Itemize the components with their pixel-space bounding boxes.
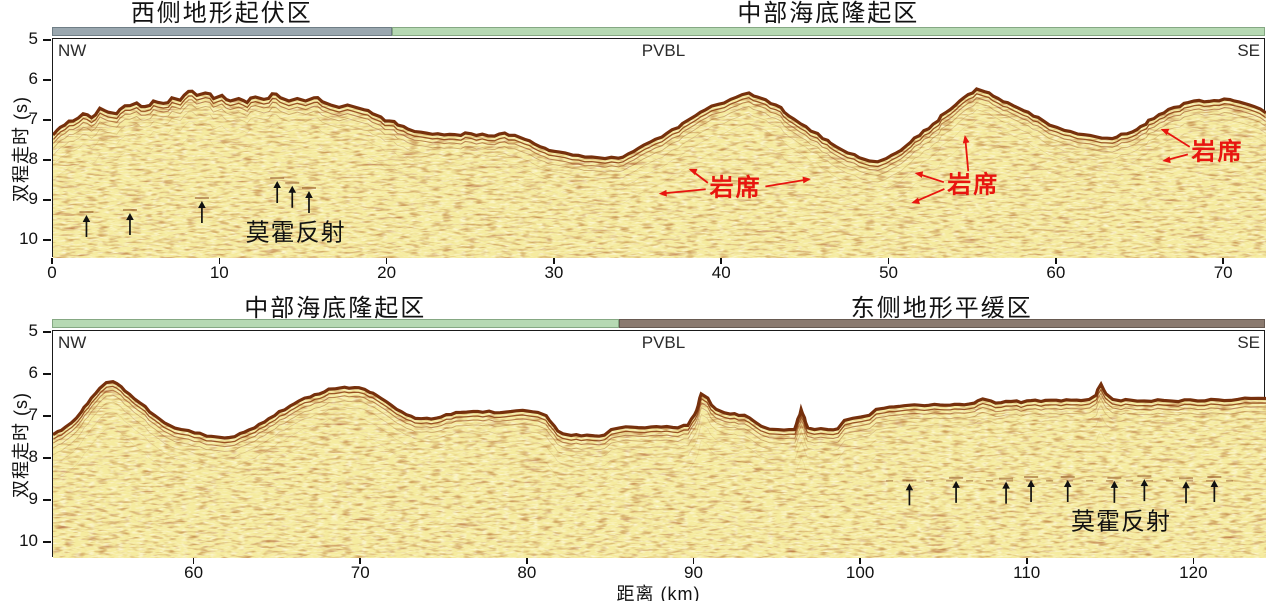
sill-label: 岩席 xyxy=(709,174,762,202)
sill-arrow-icon xyxy=(660,188,706,195)
zone-bar-segment xyxy=(618,319,1265,328)
zone-title-west-relief: 西侧地形起伏区 xyxy=(130,0,313,27)
y-tick-label: 9 xyxy=(28,489,38,508)
x-tick-mark xyxy=(218,258,221,264)
x-tick-label: 0 xyxy=(47,263,57,282)
moho-reflection-label: 莫霍反射 xyxy=(246,220,346,247)
y-tick-mark xyxy=(43,239,51,241)
seismic-image-bottom: 莫霍反射 xyxy=(53,380,1266,558)
x-tick-mark xyxy=(859,558,861,564)
x-axis-title: 距离 (km) xyxy=(616,584,701,601)
y-tick-label: 10 xyxy=(19,531,38,550)
y-tick-label: 10 xyxy=(19,229,38,248)
y-tick-mark xyxy=(43,159,51,161)
y-tick-label: 7 xyxy=(28,405,38,424)
moho-reflection-label: 莫霍反射 xyxy=(1071,509,1171,536)
y-tick-mark xyxy=(43,119,51,121)
y-tick-label: 5 xyxy=(28,29,38,48)
x-tick-label: 110 xyxy=(1013,563,1041,582)
x-tick-mark xyxy=(692,558,695,564)
y-tick-label: 6 xyxy=(28,363,38,382)
x-tick-label: 80 xyxy=(517,563,537,582)
sill-arrow-icon xyxy=(765,178,810,188)
y-tick-mark xyxy=(43,457,51,459)
zone-bar-segment xyxy=(52,319,619,328)
y-tick-label: 7 xyxy=(28,109,38,128)
seismic-panel-bottom: 莫霍反射 xyxy=(52,330,1266,558)
zone-bar-segment xyxy=(391,27,1265,36)
x-tick-label: 60 xyxy=(184,563,204,582)
y-tick-mark xyxy=(43,373,51,375)
y-tick-mark xyxy=(43,199,51,201)
zone-title-east-flat: 东侧地形平缓区 xyxy=(850,295,1033,322)
x-tick-mark xyxy=(385,258,388,264)
x-tick-mark xyxy=(1222,258,1224,264)
x-tick-mark xyxy=(553,258,555,264)
x-tick-mark xyxy=(1192,558,1195,564)
y-tick-mark xyxy=(43,499,51,501)
x-tick-mark xyxy=(1055,258,1057,264)
y-tick-label: 8 xyxy=(28,149,38,168)
x-tick-mark xyxy=(887,258,890,264)
corner-label-se-2: SE xyxy=(1237,333,1260,352)
corner-label-nw: NW xyxy=(58,41,87,60)
zone-bar-segment xyxy=(52,27,392,36)
x-tick-label: 30 xyxy=(544,263,564,282)
x-tick-label: 70 xyxy=(1213,263,1233,282)
x-tick-mark xyxy=(526,558,528,564)
x-tick-label: 100 xyxy=(845,563,875,582)
y-tick-mark xyxy=(43,541,51,543)
y-tick-label: 8 xyxy=(28,447,38,466)
x-tick-label: 120 xyxy=(1179,563,1208,582)
x-tick-mark xyxy=(192,558,195,564)
x-tick-mark xyxy=(359,558,362,564)
seismic-panel-top: 莫霍反射 岩席 岩席 岩席 xyxy=(52,38,1266,258)
x-tick-label: 70 xyxy=(350,563,370,582)
x-tick-label: 20 xyxy=(377,263,397,282)
corner-label-nw-2: NW xyxy=(58,333,87,352)
x-tick-label: 50 xyxy=(879,263,899,282)
sill-label: 岩席 xyxy=(1190,138,1243,166)
x-tick-mark xyxy=(1025,558,1028,564)
zone-title-central-rise: 中部海底隆起区 xyxy=(737,0,920,27)
zone-title-central-rise-2: 中部海底隆起区 xyxy=(244,295,427,322)
y-tick-mark xyxy=(43,79,51,81)
x-tick-label: 40 xyxy=(711,263,731,282)
x-tick-label: 10 xyxy=(209,263,229,282)
sill-label: 岩席 xyxy=(946,171,999,199)
x-tick-label: 60 xyxy=(1046,263,1066,282)
y-tick-label: 6 xyxy=(28,69,38,88)
y-tick-mark xyxy=(43,415,51,417)
x-tick-mark xyxy=(51,258,53,264)
x-tick-mark xyxy=(720,258,723,264)
corner-label-pvbl-2: PVBL xyxy=(641,333,686,352)
corner-label-pvbl: PVBL xyxy=(641,41,686,60)
x-tick-label: 90 xyxy=(684,563,703,582)
y-tick-label: 9 xyxy=(28,189,38,208)
corner-label-se: SE xyxy=(1237,41,1260,60)
y-tick-label: 5 xyxy=(28,321,38,340)
y-tick-mark xyxy=(43,39,51,41)
y-tick-mark xyxy=(43,331,51,333)
